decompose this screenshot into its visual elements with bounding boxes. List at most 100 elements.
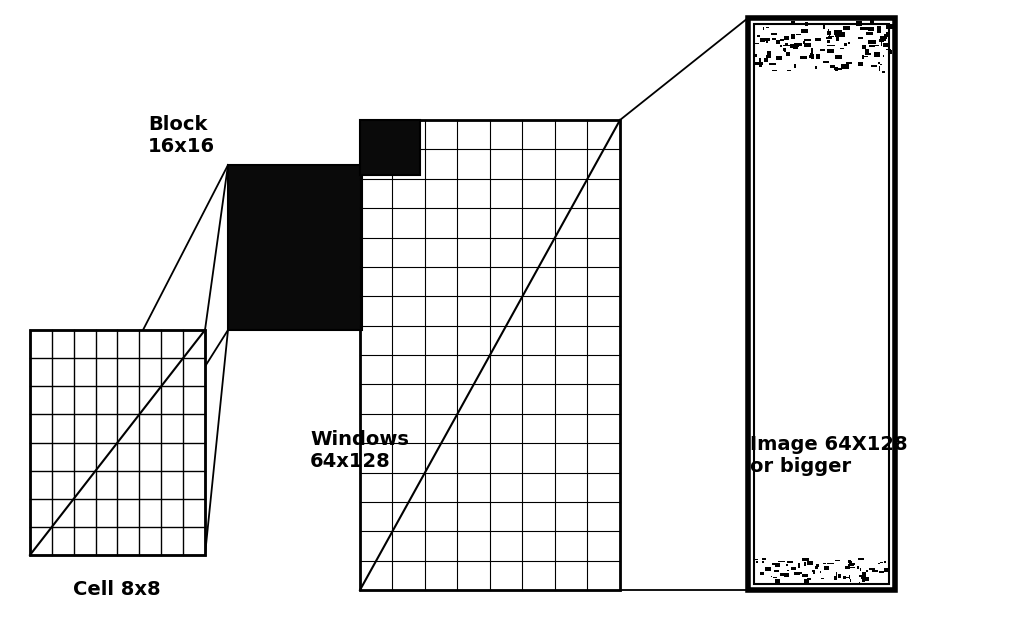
Bar <box>807 561 813 565</box>
Bar <box>836 67 838 70</box>
Bar <box>842 64 849 69</box>
Bar <box>834 30 842 35</box>
Bar <box>804 579 809 583</box>
Bar <box>756 561 758 563</box>
Bar <box>826 40 830 43</box>
Bar <box>791 34 795 39</box>
Bar <box>857 566 859 569</box>
Bar <box>880 36 888 39</box>
Bar <box>796 43 802 46</box>
Bar <box>775 564 781 567</box>
Bar <box>838 574 842 578</box>
Bar <box>771 563 777 565</box>
Bar <box>800 56 807 58</box>
Bar <box>759 58 760 63</box>
Bar <box>820 49 825 51</box>
Bar <box>849 561 852 564</box>
Bar <box>824 566 829 570</box>
Bar <box>785 36 790 41</box>
Bar <box>859 575 866 578</box>
Bar <box>360 120 620 590</box>
Bar <box>836 573 837 576</box>
Bar <box>878 67 879 71</box>
Bar <box>868 45 875 47</box>
Bar <box>843 25 851 30</box>
Bar <box>827 30 832 35</box>
Bar <box>868 40 875 44</box>
Bar <box>829 65 835 68</box>
Bar <box>817 565 819 567</box>
Bar <box>840 48 844 49</box>
Bar <box>880 41 881 46</box>
Bar <box>784 573 789 577</box>
Bar <box>879 571 883 573</box>
Bar <box>849 576 850 579</box>
Bar <box>766 55 771 58</box>
Bar <box>849 567 855 568</box>
Bar <box>775 56 783 60</box>
Bar <box>876 29 880 33</box>
Bar <box>766 27 768 29</box>
Bar <box>784 48 786 51</box>
Bar <box>861 55 863 59</box>
Bar <box>888 51 893 55</box>
Bar <box>780 39 784 41</box>
Text: Image 64X128
or bigger: Image 64X128 or bigger <box>750 435 908 476</box>
Bar <box>858 558 864 560</box>
Bar <box>866 27 870 29</box>
Bar <box>811 54 814 58</box>
Bar <box>880 562 883 563</box>
Bar <box>862 579 865 582</box>
Bar <box>769 63 776 65</box>
Bar <box>879 38 886 41</box>
Bar <box>816 55 820 59</box>
Bar <box>763 38 770 41</box>
Bar <box>866 577 869 581</box>
Bar <box>845 566 850 569</box>
Bar <box>805 22 808 26</box>
Bar <box>768 567 771 568</box>
Bar <box>802 574 808 577</box>
Bar <box>755 55 757 56</box>
Bar <box>762 27 764 30</box>
Bar <box>836 36 840 41</box>
Bar <box>785 48 787 52</box>
Bar <box>767 51 770 55</box>
Bar <box>834 576 838 580</box>
Bar <box>827 563 834 564</box>
Bar <box>764 58 768 62</box>
Bar <box>765 567 771 571</box>
Bar <box>812 569 815 572</box>
Bar <box>871 65 877 67</box>
Bar <box>811 48 812 53</box>
Bar <box>774 581 775 583</box>
Bar <box>807 578 811 580</box>
Bar <box>877 562 880 564</box>
Bar <box>848 564 854 566</box>
Bar <box>775 579 780 583</box>
Bar <box>866 570 868 571</box>
Bar <box>826 37 833 39</box>
Bar <box>872 570 878 573</box>
Bar <box>860 27 867 30</box>
Bar <box>815 66 817 70</box>
Bar <box>884 568 890 571</box>
Bar <box>882 43 889 48</box>
Bar <box>841 32 846 37</box>
Bar <box>880 63 882 65</box>
Bar <box>796 34 801 36</box>
Bar <box>761 24 768 25</box>
Bar <box>865 578 869 581</box>
Bar <box>804 39 811 41</box>
Bar <box>776 40 781 44</box>
Bar <box>791 21 796 23</box>
Bar <box>770 576 771 578</box>
Bar <box>848 42 850 44</box>
Bar <box>827 44 835 46</box>
Bar <box>862 56 868 57</box>
Bar <box>883 568 887 571</box>
Bar <box>823 61 829 63</box>
Bar <box>755 61 763 65</box>
Bar <box>875 44 879 46</box>
Bar <box>883 561 886 562</box>
